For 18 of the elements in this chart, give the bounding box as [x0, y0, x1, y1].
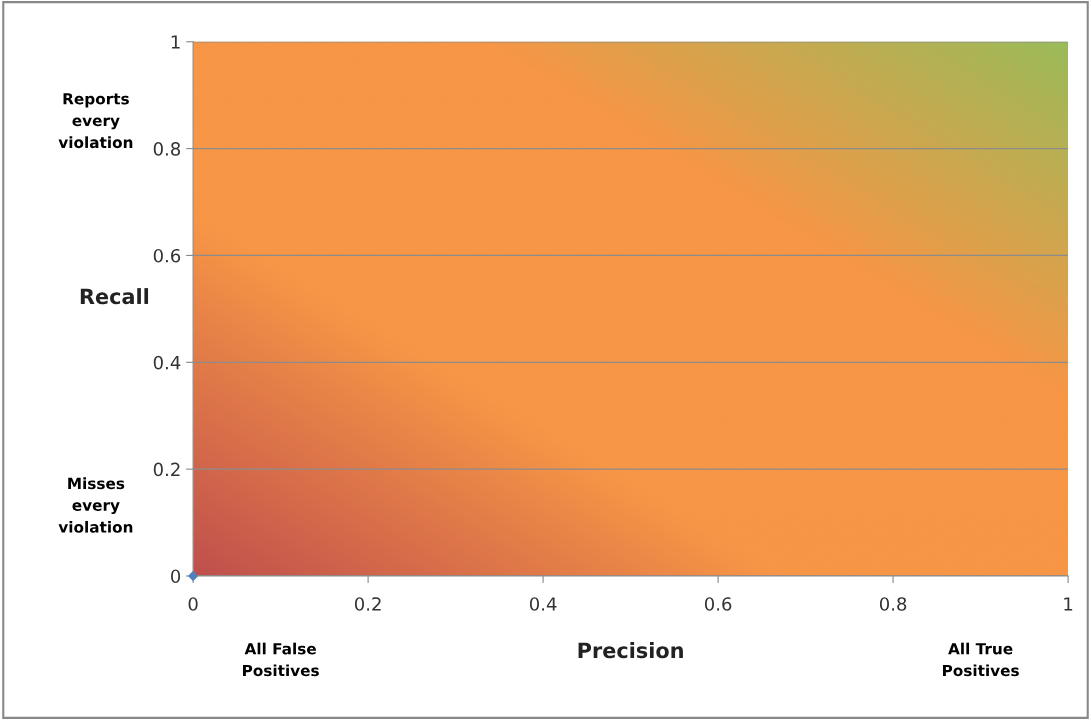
- y-tick-label: 0: [171, 569, 181, 584]
- y-tick-label: 0.2: [153, 462, 180, 477]
- x-tick-label: 0.6: [704, 597, 732, 611]
- x-tick-label: 1: [1064, 597, 1073, 611]
- y-tick-label: 0.4: [153, 355, 181, 370]
- y-tick-label: 1: [171, 35, 180, 49]
- text: All False Positives: [243, 642, 319, 677]
- text: All True Positives: [943, 642, 1019, 677]
- x-axis-title: Precision: [578, 642, 683, 659]
- text: Misses every violation: [58, 477, 133, 533]
- text: Reports every violation: [58, 93, 133, 149]
- y-tick-label: 0.8: [153, 142, 181, 156]
- x-tick-label: 0: [188, 597, 198, 611]
- x-tick-label: 0.8: [879, 597, 907, 611]
- y-axis-title: Recall: [80, 288, 149, 305]
- y-tick-label: 0.6: [153, 248, 181, 263]
- x-tick-label: 0.4: [529, 597, 557, 611]
- x-tick-label: 0.2: [354, 597, 381, 611]
